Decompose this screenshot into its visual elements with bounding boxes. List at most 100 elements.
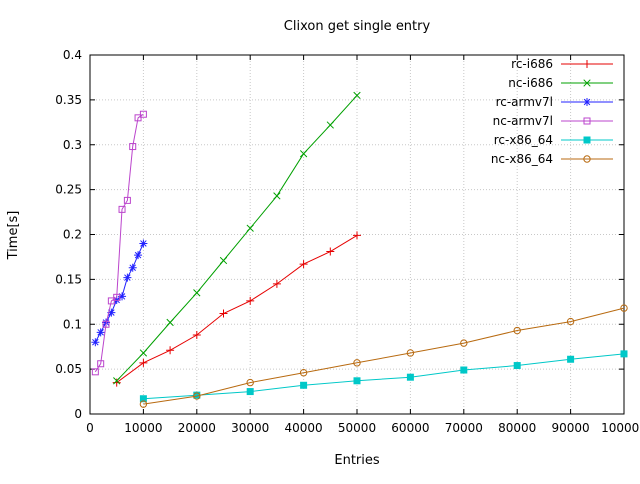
legend-label: nc-i686 <box>508 76 553 90</box>
chart-title: Clixon get single entry <box>284 19 431 34</box>
marker-asterisk <box>139 239 148 248</box>
series-line-rc-x86_64 <box>143 353 625 400</box>
marker-square-filled <box>460 366 468 374</box>
x-tick-label: 0 <box>86 421 94 435</box>
marker-asterisk <box>583 98 591 106</box>
marker-plus <box>112 378 121 387</box>
marker-plus <box>353 231 361 240</box>
marker-asterisk <box>96 328 105 337</box>
marker-square-filled <box>353 377 361 385</box>
marker-circle-open <box>246 378 254 387</box>
marker-square-open <box>118 205 126 213</box>
x-tick-label: 50000 <box>338 421 376 435</box>
marker-circle-open <box>620 304 628 312</box>
marker-cross <box>219 256 228 265</box>
marker-square-open <box>129 143 137 151</box>
marker-cross <box>299 150 308 158</box>
marker-square-filled <box>300 381 308 389</box>
plot-area: 0 10000 20000 30000 40000 50000 60000 70000 8000… <box>55 48 640 435</box>
marker-square-open <box>113 293 121 301</box>
marker-square-open <box>102 320 110 328</box>
marker-square-filled <box>246 388 254 396</box>
marker-circle-open <box>193 392 201 400</box>
marker-plus <box>272 279 281 288</box>
legend-entry-nc-x86_64: nc-x86_64 <box>491 152 613 166</box>
marker-cross <box>193 289 201 297</box>
x-tick-label: 80000 <box>498 421 536 435</box>
marker-square-filled <box>620 350 628 358</box>
x-tick-label: 60000 <box>391 421 429 435</box>
y-tick-label: 0.4 <box>63 48 82 62</box>
x-tick-label: 70000 <box>445 421 483 435</box>
marker-square-open <box>134 114 142 122</box>
legend-entry-nc-i686: nc-i686 <box>508 76 613 90</box>
marker-plus <box>219 309 228 318</box>
series-nc-i686 <box>113 91 361 385</box>
marker-circle-open <box>513 326 521 335</box>
y-tick-label: 0.25 <box>55 183 82 197</box>
marker-square-open <box>123 196 131 204</box>
legend-entry-nc-armv7l: nc-armv7l <box>493 114 613 128</box>
y-tick-label: 0.15 <box>55 272 82 286</box>
marker-plus <box>192 331 201 340</box>
series-line-nc-i686 <box>116 95 358 382</box>
series-rc-x86_64 <box>139 350 628 403</box>
legend-entry-rc-i686: rc-i686 <box>511 57 613 71</box>
marker-cross <box>246 224 254 232</box>
marker-circle-open <box>566 317 575 326</box>
marker-asterisk <box>134 251 143 260</box>
y-tick-label: 0.05 <box>55 362 82 376</box>
marker-square-filled <box>513 362 521 370</box>
y-tick-label: 0.2 <box>63 228 82 242</box>
marker-plus <box>326 247 335 256</box>
marker-circle-open <box>353 359 361 367</box>
marker-asterisk <box>91 338 100 347</box>
marker-cross <box>139 349 148 357</box>
marker-square-open <box>107 297 115 305</box>
marker-asterisk <box>123 273 132 282</box>
x-tick-label: 40000 <box>285 421 323 435</box>
marker-circle-open <box>406 349 415 357</box>
marker-cross <box>583 79 591 87</box>
series-rc-i686 <box>112 231 361 387</box>
legend-label: rc-x86_64 <box>494 133 553 147</box>
marker-square-filled <box>406 373 414 381</box>
series-nc-x86_64 <box>139 304 628 408</box>
marker-square-filled <box>567 355 575 363</box>
series-nc-armv7l <box>91 110 147 376</box>
marker-square-filled <box>583 136 591 144</box>
legend-entry-rc-armv7l: rc-armv7l <box>496 95 613 109</box>
legend-label: nc-armv7l <box>493 114 553 128</box>
y-tick-label: 0.1 <box>63 317 82 331</box>
y-tick-label: 0 <box>74 407 82 421</box>
marker-square-filled <box>139 395 147 403</box>
marker-cross <box>113 377 121 385</box>
marker-cross <box>326 121 334 129</box>
marker-asterisk <box>128 263 137 272</box>
legend-label: rc-i686 <box>511 57 553 71</box>
marker-square-open <box>91 368 99 376</box>
x-tick-label: 10000 <box>124 421 162 435</box>
legend-entry-rc-x86_64: rc-x86_64 <box>494 133 613 147</box>
y-axis-label: Time[s] <box>6 211 21 261</box>
marker-cross <box>166 318 174 327</box>
marker-circle-open <box>583 155 591 163</box>
x-tick-label: 20000 <box>178 421 216 435</box>
x-tick-label: 90000 <box>552 421 590 435</box>
marker-plus <box>583 60 591 68</box>
marker-plus <box>246 296 255 305</box>
series-line-rc-i686 <box>116 234 358 384</box>
y-tick-label: 0.35 <box>55 93 82 107</box>
series-line-nc-armv7l <box>94 113 144 373</box>
marker-square-open <box>139 110 147 118</box>
marker-cross <box>273 192 281 200</box>
marker-square-open <box>97 360 105 368</box>
marker-cross <box>353 91 361 100</box>
marker-plus <box>299 260 308 269</box>
y-tick-label: 0.3 <box>63 138 82 152</box>
x-tick-label: 30000 <box>231 421 269 435</box>
marker-plus <box>139 358 148 367</box>
